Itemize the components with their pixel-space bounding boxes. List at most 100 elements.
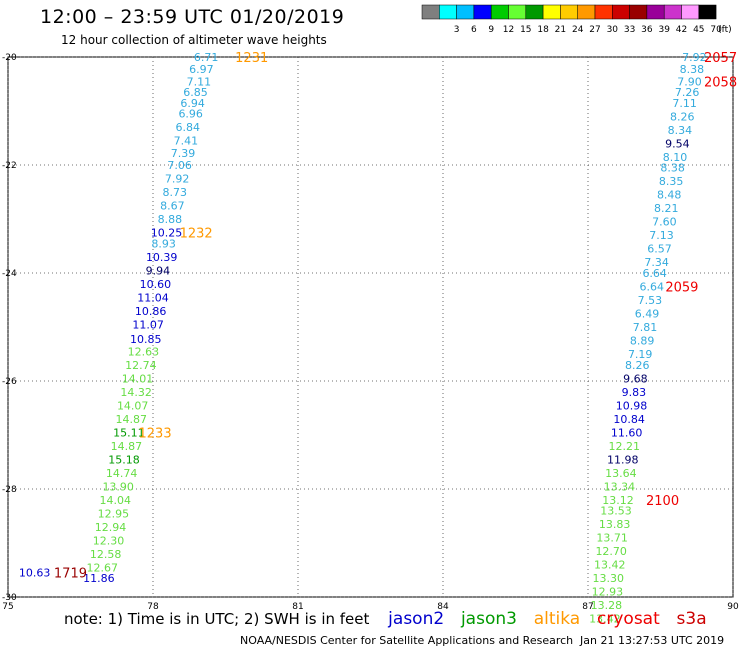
wave-height-value: 13.30 — [593, 572, 625, 585]
wave-height-value: 10.98 — [616, 399, 648, 412]
wave-height-value: 6.64 — [640, 281, 665, 294]
wave-height-value: 8.48 — [657, 189, 682, 202]
wave-height-value: 9.94 — [146, 264, 171, 277]
colorbar-tick-label: 27 — [589, 25, 600, 35]
colorbar-tick-label: 6 — [471, 25, 477, 35]
wave-height-value: 14.01 — [122, 372, 154, 385]
lat-tick-label: -24 — [2, 269, 17, 279]
wave-height-value: 13.12 — [602, 494, 634, 507]
wave-height-value: 13.42 — [594, 559, 626, 572]
colorbar-tick-label: 30 — [607, 25, 619, 35]
wave-height-value: 8.21 — [654, 202, 679, 215]
legend: note: 1) Time is in UTC; 2) SWH is in fe… — [64, 609, 719, 629]
wave-height-value: 7.11 — [187, 75, 212, 88]
lon-tick-label: 84 — [437, 602, 449, 612]
page-title: 12:00 – 23:59 UTC 01/20/2019 — [40, 6, 345, 28]
wave-height-value: 14.32 — [120, 386, 152, 399]
wave-height-value: 7.11 — [672, 97, 697, 110]
colorbar-tick-label: 36 — [641, 25, 653, 35]
wave-height-value: 9.54 — [665, 137, 690, 150]
pass-time-label: 2058 — [704, 75, 737, 90]
wave-height-value: 14.74 — [106, 467, 138, 480]
wave-height-value: 7.41 — [174, 135, 199, 148]
wave-height-value: 7.90 — [677, 75, 702, 88]
pass-time-label: 1231 — [235, 51, 268, 66]
wave-height-value: 13.90 — [102, 480, 134, 493]
wave-height-value: 14.87 — [111, 440, 143, 453]
pass-time-label: 2057 — [704, 51, 737, 66]
footer-credit: NOAA/NESDIS Center for Satellite Applica… — [240, 634, 574, 647]
wave-height-value: 12.67 — [87, 561, 119, 574]
wave-height-value: 6.96 — [178, 108, 203, 121]
legend-jason2: jason2 — [388, 609, 445, 629]
page-subtitle: 12 hour collection of altimeter wave hei… — [61, 33, 327, 47]
wave-height-value: 11.86 — [83, 572, 115, 585]
colorbar-tick-label: 24 — [572, 25, 584, 35]
legend-note: note: 1) Time is in UTC; 2) SWH is in fe… — [64, 610, 370, 628]
wave-height-value: 8.26 — [625, 359, 650, 372]
colorbar-swatch — [698, 4, 717, 20]
colorbar-tick-label: 18 — [537, 25, 549, 35]
lat-tick-label: -20 — [2, 53, 17, 63]
wave-height-value: 6.57 — [647, 243, 672, 256]
colorbar-tick-label: 12 — [503, 25, 514, 35]
legend-s3a: s3a — [676, 609, 707, 629]
wave-height-value: 14.04 — [100, 494, 132, 507]
lon-tick-label: 81 — [292, 602, 303, 612]
wave-height-value: 6.64 — [642, 267, 667, 280]
wave-height-value: 7.92 — [682, 51, 707, 64]
wave-height-value: 13.28 — [591, 599, 623, 612]
pass-time-label: 1233 — [139, 426, 172, 441]
lat-tick-label: -28 — [2, 485, 17, 495]
wave-height-value: 8.93 — [151, 237, 176, 250]
wave-height-value: 12.21 — [609, 440, 641, 453]
wave-height-value: 10.63 — [19, 567, 51, 580]
colorbar-tick-label: 9 — [488, 25, 494, 35]
wave-height-value: 8.88 — [158, 213, 183, 226]
wave-height-value: 8.67 — [160, 200, 185, 213]
wave-height-value: 12.63 — [128, 345, 160, 358]
map-frame — [7, 56, 734, 598]
wave-height-value: 12.58 — [90, 548, 122, 561]
wave-height-value: 7.26 — [675, 86, 700, 99]
lat-tick-label: -30 — [2, 593, 17, 603]
colorbar-tick-label: 39 — [658, 25, 670, 35]
wave-height-value: 10.84 — [613, 413, 645, 426]
wave-height-value: 13.42 — [589, 613, 621, 626]
wave-height-value: 9.83 — [622, 386, 647, 399]
wave-height-value: 8.38 — [660, 162, 685, 175]
legend-jason3: jason3 — [460, 609, 517, 629]
wave-height-value: 8.73 — [163, 186, 188, 199]
wave-height-value: 12.70 — [595, 545, 627, 558]
colorbar-tick-label: 45 — [693, 25, 704, 35]
wave-height-value: 8.89 — [630, 335, 655, 348]
wave-height-value: 6.84 — [176, 121, 201, 134]
colorbar-unit: (ft) — [718, 25, 732, 35]
colorbar-tick-label: 21 — [555, 25, 566, 35]
wave-height-value: 7.53 — [638, 294, 663, 307]
wave-height-value: 10.25 — [151, 227, 183, 240]
colorbar-tick-label: 33 — [624, 25, 635, 35]
legend-altika: altika — [533, 609, 581, 629]
lon-tick-label: 75 — [2, 602, 13, 612]
wave-height-value: 12.30 — [93, 534, 125, 547]
wave-height-value: 12.94 — [95, 521, 127, 534]
wave-height-value: 7.60 — [652, 216, 677, 229]
footer-timestamp: Jan 21 13:27:53 UTC 2019 — [580, 634, 725, 647]
wave-height-value: 11.07 — [132, 318, 164, 331]
wave-height-value: 13.64 — [605, 467, 637, 480]
legend-cryosat: cryosat — [597, 609, 660, 629]
wave-height-value: 7.19 — [628, 348, 653, 361]
wave-height-value: 13.71 — [596, 532, 628, 545]
wave-height-value: 6.94 — [180, 97, 205, 110]
wave-height-value: 15.11 — [113, 426, 145, 439]
colorbar-tick-label: 42 — [676, 25, 687, 35]
wave-height-value: 6.85 — [183, 86, 208, 99]
wave-height-value: 8.26 — [670, 110, 695, 123]
wave-height-value: 11.60 — [611, 426, 643, 439]
wave-height-colorbar: 3 6 9 12 15 18 21 24 27 30 33 36 39 42 45 70(ft) — [421, 4, 732, 35]
wave-height-value: 11.98 — [607, 453, 639, 466]
wave-height-value: 12.74 — [125, 359, 157, 372]
wave-height-value: 6.97 — [189, 63, 214, 76]
wave-height-value: 10.86 — [135, 305, 167, 318]
